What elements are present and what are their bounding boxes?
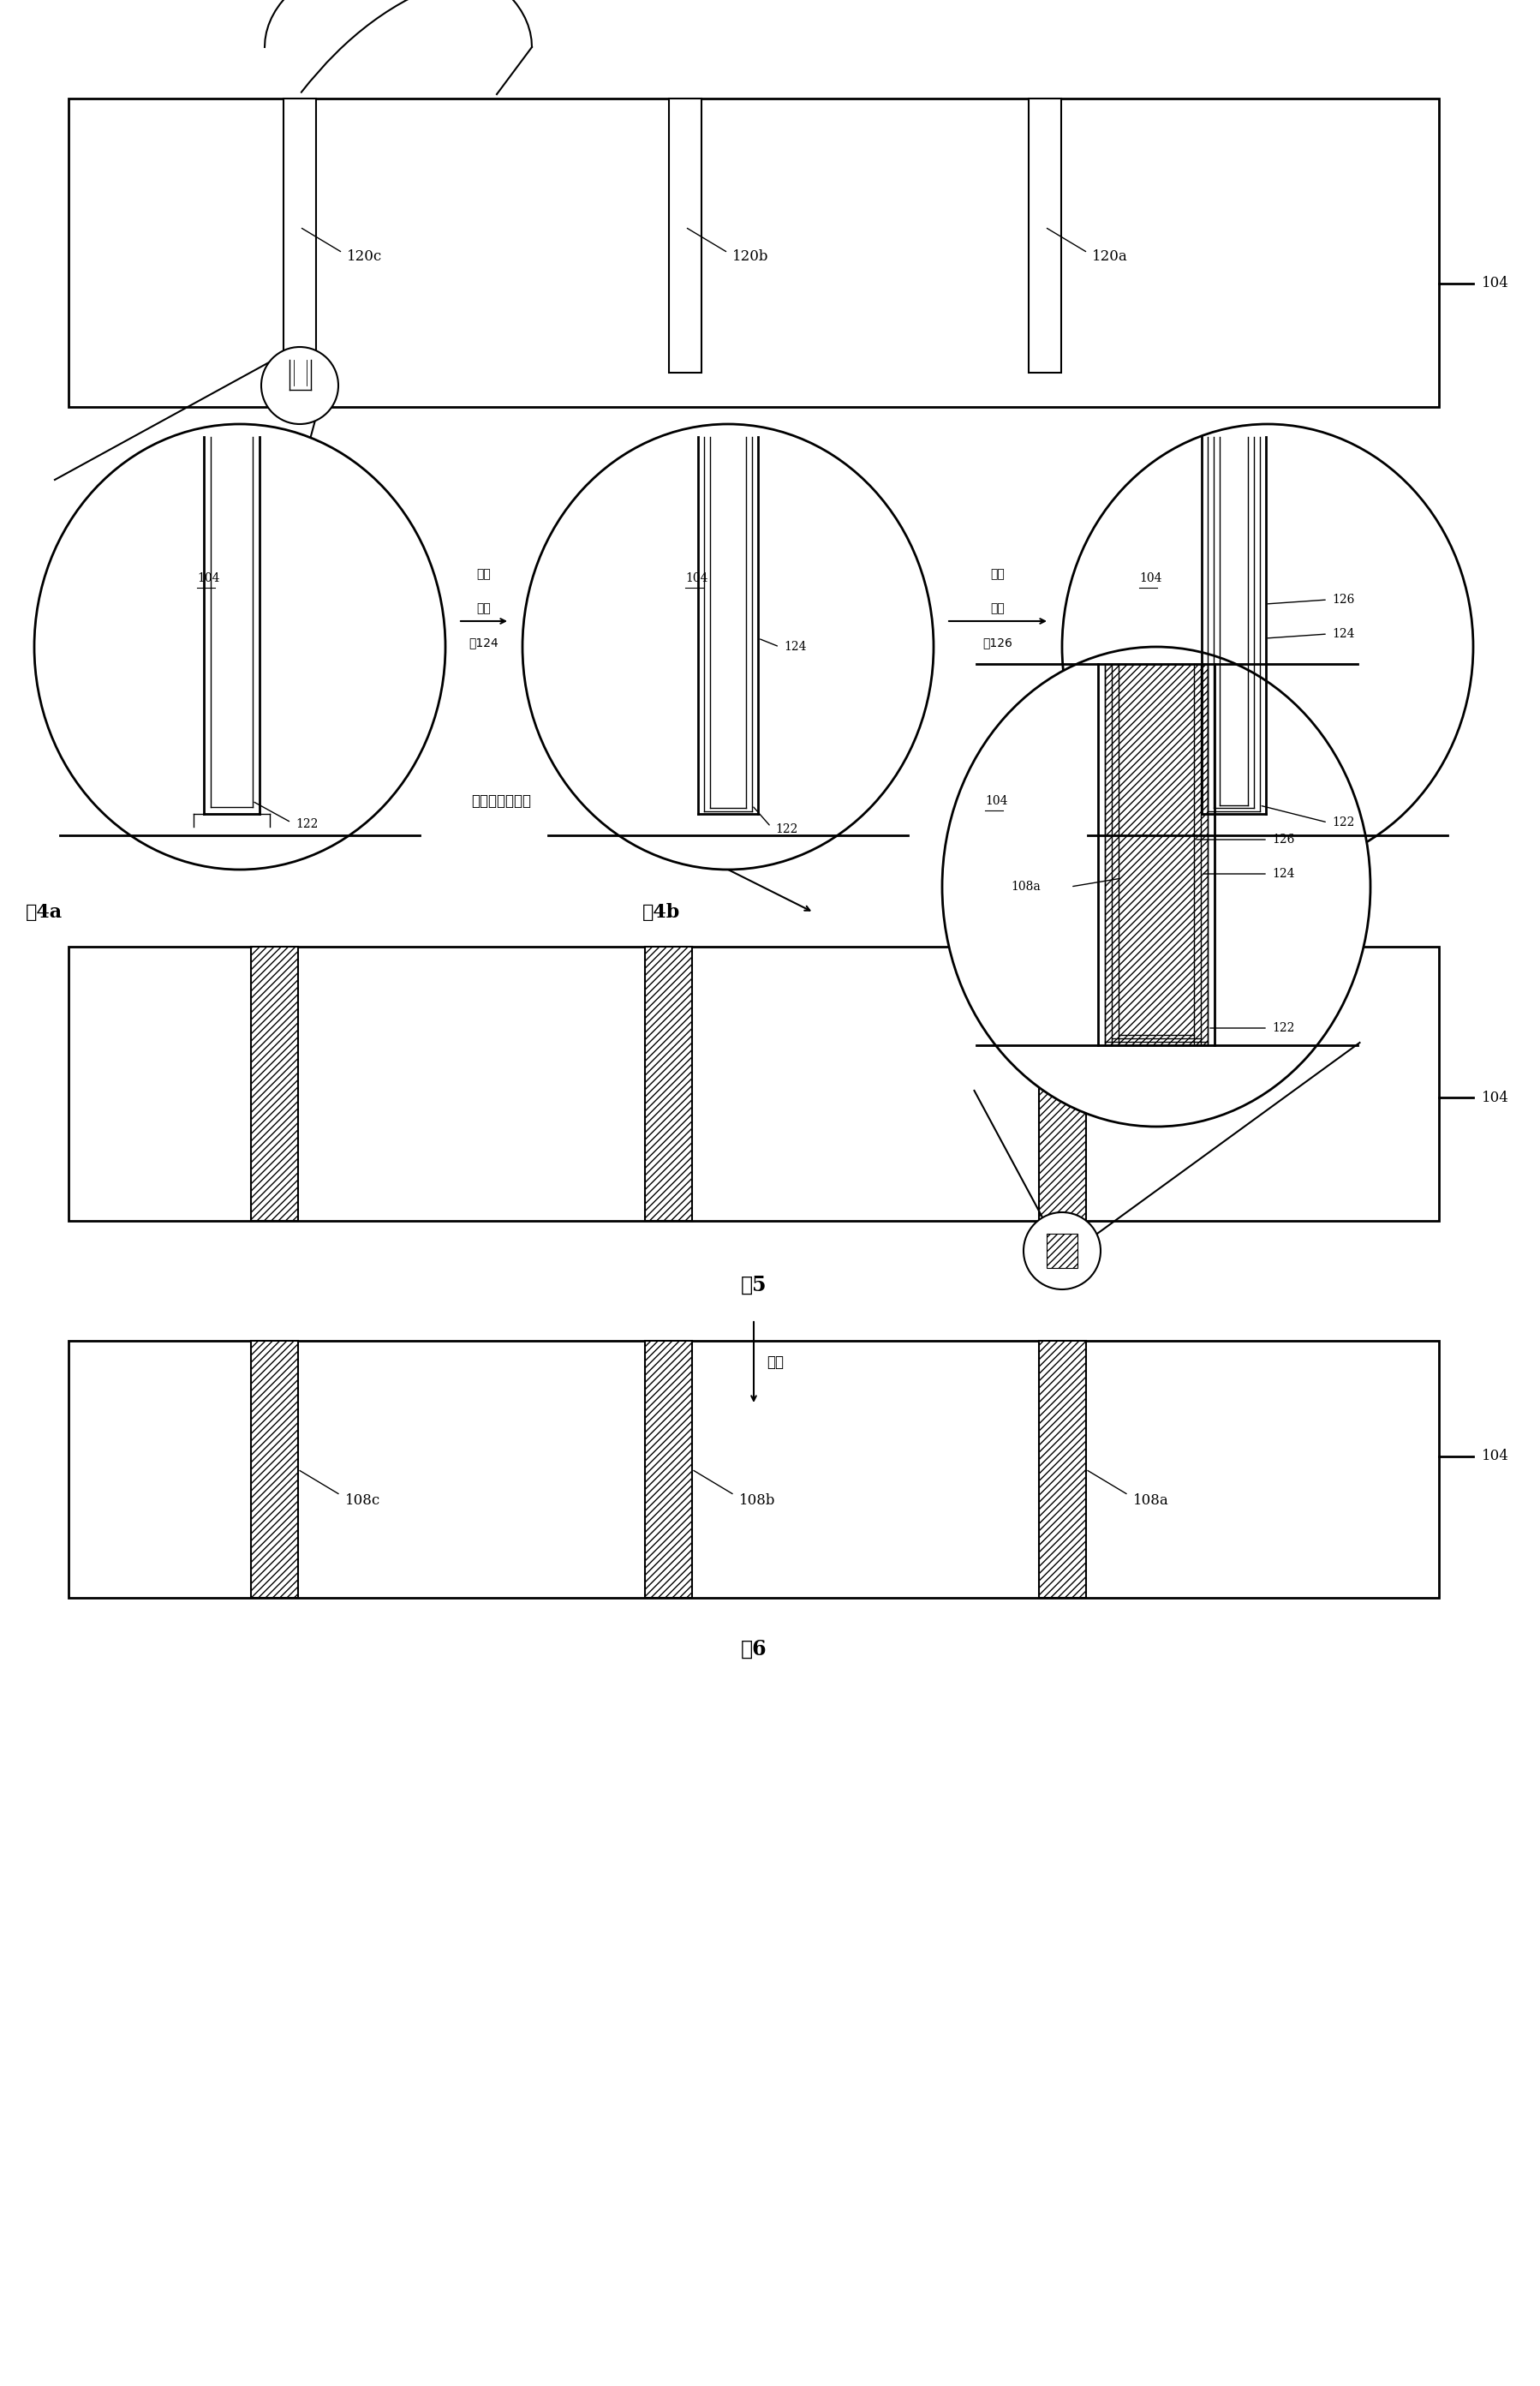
Text: 图6: 图6: [741, 1639, 767, 1661]
Bar: [645, 947, 691, 1222]
Circle shape: [1024, 1212, 1101, 1288]
Text: 电阔以填充通孔: 电阔以填充通孔: [471, 792, 531, 809]
Text: 阻挡: 阻挡: [477, 601, 491, 613]
Text: 126: 126: [1272, 833, 1295, 845]
Bar: [283, 98, 316, 372]
Text: 104: 104: [197, 573, 220, 585]
Bar: [251, 947, 297, 1222]
Text: 122: 122: [1332, 816, 1355, 828]
Text: 图4a: 图4a: [26, 902, 63, 921]
Bar: [68, 1341, 1438, 1599]
Ellipse shape: [34, 425, 445, 869]
Text: 108a: 108a: [1010, 880, 1041, 892]
Ellipse shape: [1063, 425, 1474, 869]
Text: 形成: 形成: [990, 568, 1006, 580]
Text: 122: 122: [1272, 1021, 1295, 1033]
Bar: [668, 98, 702, 372]
Bar: [68, 98, 1438, 408]
Text: 120c: 120c: [346, 251, 382, 265]
Text: 薄化: 薄化: [767, 1355, 784, 1370]
Text: 图4: 图4: [741, 444, 767, 465]
Bar: [645, 1341, 691, 1599]
Bar: [1104, 663, 1207, 1045]
Text: 124: 124: [1332, 628, 1355, 639]
Bar: [68, 947, 1438, 1222]
Text: 导电: 导电: [990, 601, 1006, 613]
Text: 122: 122: [296, 818, 319, 830]
Text: 图5: 图5: [741, 1274, 767, 1296]
Text: 122: 122: [775, 823, 798, 835]
Text: 层126: 层126: [983, 637, 1013, 649]
Text: 图4c: 图4c: [1164, 902, 1201, 921]
Bar: [1047, 1234, 1078, 1267]
Text: 104: 104: [1481, 1090, 1509, 1105]
Ellipse shape: [942, 647, 1371, 1126]
Text: 108b: 108b: [739, 1494, 775, 1508]
Text: 层124: 层124: [470, 637, 499, 649]
Text: 104: 104: [1481, 277, 1509, 291]
Text: 124: 124: [1272, 869, 1295, 880]
Bar: [251, 1341, 297, 1599]
Text: 124: 124: [784, 642, 807, 654]
Ellipse shape: [522, 425, 933, 869]
Text: 126: 126: [1332, 594, 1355, 606]
Circle shape: [262, 346, 339, 425]
Bar: [1029, 98, 1061, 372]
Text: 104: 104: [986, 795, 1007, 806]
Text: 120a: 120a: [1092, 251, 1127, 265]
Bar: [1038, 947, 1086, 1222]
Text: 104: 104: [1140, 573, 1161, 585]
Text: 104: 104: [685, 573, 708, 585]
Text: 104: 104: [1481, 1448, 1509, 1463]
Bar: [1038, 1341, 1086, 1599]
Text: 图4b: 图4b: [642, 902, 681, 921]
Text: 形成: 形成: [477, 568, 491, 580]
Text: 108c: 108c: [345, 1494, 380, 1508]
Text: 120b: 120b: [733, 251, 768, 265]
Text: 108a: 108a: [1133, 1494, 1169, 1508]
